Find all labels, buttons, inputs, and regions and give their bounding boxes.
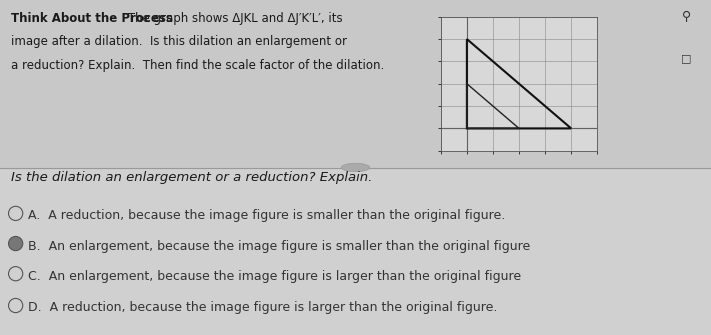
Text: Is the dilation an enlargement or a reduction? Explain.: Is the dilation an enlargement or a redu… — [11, 171, 372, 184]
Ellipse shape — [341, 163, 370, 172]
Text: image after a dilation.  Is this dilation an enlargement or: image after a dilation. Is this dilation… — [11, 35, 347, 48]
Text: C.  An enlargement, because the image figure is larger than the original figure: C. An enlargement, because the image fig… — [28, 270, 522, 283]
Text: a reduction? Explain.  Then find the scale factor of the dilation.: a reduction? Explain. Then find the scal… — [11, 59, 384, 72]
Text: Think About the Process: Think About the Process — [11, 12, 173, 25]
Text: B.  An enlargement, because the image figure is smaller than the original figure: B. An enlargement, because the image fig… — [28, 240, 530, 253]
Text: The graph shows ΔJKL and ΔJ′K′L′, its: The graph shows ΔJKL and ΔJ′K′L′, its — [124, 12, 343, 25]
Ellipse shape — [9, 237, 23, 251]
Text: A.  A reduction, because the image figure is smaller than the original figure.: A. A reduction, because the image figure… — [28, 209, 506, 222]
Text: ⚲: ⚲ — [682, 10, 690, 23]
Text: □: □ — [681, 54, 691, 64]
Text: D.  A reduction, because the image figure is larger than the original figure.: D. A reduction, because the image figure… — [28, 302, 498, 315]
Bar — [0, 0, 711, 168]
Bar — [0, 168, 711, 335]
